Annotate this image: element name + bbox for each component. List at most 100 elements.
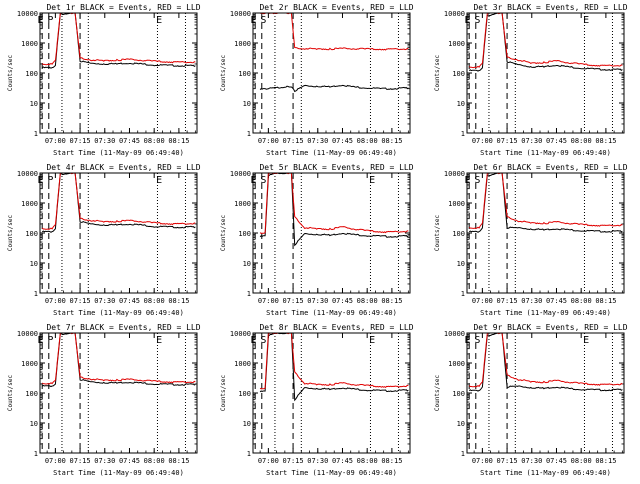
y-tick-label: 10000 (17, 330, 38, 338)
x-tick-label: 08:00 (571, 297, 592, 305)
chart-title: Det 3r BLACK = Events, RED = LLD (473, 3, 627, 12)
lld-series-line (259, 12, 409, 51)
chart-panel: Det 9r BLACK = Events, RED = LLD Counts/s… (434, 323, 628, 477)
x-tick-label: 07:45 (332, 457, 353, 465)
events-series-line (41, 12, 196, 69)
y-tick-label: 10 (30, 260, 38, 268)
event-marker-label: E (38, 175, 44, 186)
chart-panel: Det 5r BLACK = Events, RED = LLD Counts/s… (220, 163, 414, 317)
x-tick-label: 07:15 (497, 137, 518, 145)
chart-panel: Det 2r BLACK = Events, RED = LLD Counts/s… (220, 3, 414, 157)
x-tick-label: 08:00 (357, 137, 378, 145)
y-tick-label: 100 (25, 70, 38, 78)
x-axis-label: Start Time (11-May-09 06:49:40) (266, 309, 397, 317)
lld-series-line (468, 332, 623, 388)
y-tick-label: 10 (30, 100, 38, 108)
chart-title: Det 8r BLACK = Events, RED = LLD (259, 323, 413, 332)
x-tick-label: 07:15 (283, 457, 304, 465)
plot-frame (466, 12, 625, 134)
x-tick-label: 08:15 (168, 457, 189, 465)
y-tick-label: 1 (34, 290, 38, 298)
x-tick-label: 08:00 (357, 297, 378, 305)
event-marker-label: E (465, 15, 471, 26)
x-tick-label: 08:15 (168, 137, 189, 145)
plot-frame (39, 332, 198, 454)
y-tick-label: 10000 (17, 170, 38, 178)
chart-title: Det 7r BLACK = Events, RED = LLD (46, 323, 200, 332)
x-axis-label: Start Time (11-May-09 06:49:40) (480, 309, 611, 317)
x-tick-label: 07:30 (307, 137, 328, 145)
x-tick-label: 07:15 (497, 297, 518, 305)
lld-series-line (468, 172, 623, 229)
lld-series-line (41, 332, 196, 385)
x-tick-label: 07:30 (521, 137, 542, 145)
y-tick-label: 1000 (21, 200, 38, 208)
plot-frame (39, 172, 198, 294)
events-series-line (259, 84, 409, 93)
y-tick-label: 100 (238, 230, 251, 238)
y-axis-label: Counts/sec (7, 215, 14, 252)
x-tick-label: 07:00 (45, 297, 66, 305)
y-tick-label: 100 (452, 390, 465, 398)
y-tick-label: 100 (452, 70, 465, 78)
x-tick-label: 07:00 (45, 137, 66, 145)
event-marker-label: E (38, 335, 44, 346)
lld-series-line (259, 332, 409, 390)
x-tick-label: 07:00 (472, 457, 493, 465)
plot-frame (466, 172, 625, 294)
y-axis-label: Counts/sec (220, 375, 227, 412)
x-tick-label: 07:30 (307, 297, 328, 305)
event-marker-label: S (474, 15, 480, 26)
chart-title: Det 9r BLACK = Events, RED = LLD (473, 323, 627, 332)
event-marker-label: E (583, 175, 589, 186)
event-marker-label: S (474, 335, 480, 346)
x-tick-label: 08:00 (571, 137, 592, 145)
event-marker-label: S (260, 335, 266, 346)
x-tick-label: 07:00 (258, 297, 279, 305)
x-tick-label: 07:45 (332, 297, 353, 305)
x-tick-label: 07:30 (94, 457, 115, 465)
event-marker-label: E (369, 15, 375, 26)
events-series-line (468, 12, 623, 72)
x-tick-label: 07:30 (94, 137, 115, 145)
y-tick-label: 1 (34, 130, 38, 138)
x-tick-label: 07:45 (546, 137, 567, 145)
y-tick-label: 10 (243, 100, 251, 108)
event-marker-label: P (47, 335, 53, 346)
plot-frame (39, 12, 198, 134)
y-tick-label: 1000 (448, 360, 465, 368)
y-axis-label: Counts/sec (7, 55, 14, 92)
event-marker-label: E (465, 335, 471, 346)
lld-series-line (468, 12, 623, 69)
x-tick-label: 08:15 (381, 457, 402, 465)
event-marker-label: P (47, 15, 53, 26)
event-marker-label: P (47, 175, 53, 186)
chart-panel: Det 3r BLACK = Events, RED = LLD Counts/s… (434, 3, 628, 157)
y-tick-label: 100 (25, 390, 38, 398)
x-tick-label: 08:00 (144, 297, 165, 305)
event-marker-label: E (156, 175, 162, 186)
y-tick-label: 100 (25, 230, 38, 238)
chart-title: Det 1r BLACK = Events, RED = LLD (46, 3, 200, 12)
y-tick-label: 10000 (17, 10, 38, 18)
y-axis-label: Counts/sec (434, 55, 441, 92)
y-axis-label: Counts/sec (434, 375, 441, 412)
y-tick-label: 10 (243, 260, 251, 268)
y-axis-label: Counts/sec (7, 375, 14, 412)
event-marker-label: S (474, 175, 480, 186)
y-tick-label: 1000 (234, 360, 251, 368)
y-tick-label: 1000 (234, 200, 251, 208)
lld-series-line (41, 172, 196, 230)
x-tick-label: 07:45 (119, 297, 140, 305)
event-marker-label: E (251, 175, 257, 186)
x-axis-label: Start Time (11-May-09 06:49:40) (480, 149, 611, 157)
x-axis-label: Start Time (11-May-09 06:49:40) (266, 149, 397, 157)
x-tick-label: 07:15 (70, 457, 91, 465)
lld-series-line (41, 12, 196, 66)
x-axis-label: Start Time (11-May-09 06:49:40) (480, 469, 611, 477)
x-tick-label: 07:45 (546, 457, 567, 465)
y-tick-label: 10 (457, 260, 465, 268)
chart-title: Det 6r BLACK = Events, RED = LLD (473, 163, 627, 172)
y-tick-label: 1 (247, 290, 251, 298)
events-series-line (41, 332, 196, 388)
